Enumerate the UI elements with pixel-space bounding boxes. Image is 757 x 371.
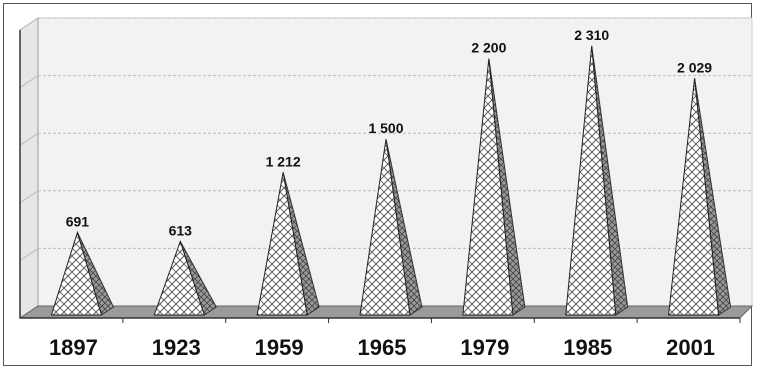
data-label: 2 200: [471, 40, 506, 56]
cone: [462, 58, 514, 316]
x-tick-label: 1979: [460, 335, 509, 360]
data-label: 613: [169, 222, 193, 238]
cone: [256, 172, 308, 316]
data-label: 1 212: [266, 153, 301, 169]
x-tick-label: 1897: [49, 335, 98, 360]
x-tick-label: 2001: [666, 335, 715, 360]
gridline-side: [19, 17, 39, 31]
x-tick-label: 1985: [563, 335, 612, 360]
data-label: 2 310: [574, 27, 609, 43]
data-label: 691: [66, 213, 90, 229]
cone: [565, 45, 617, 316]
cone: [668, 78, 720, 316]
gridline-side: [19, 132, 39, 146]
gridline-side: [19, 247, 39, 261]
side-wall: [19, 17, 39, 319]
cone: [359, 139, 411, 316]
data-label: 2 029: [677, 59, 712, 75]
cone: [50, 230, 103, 316]
x-tick-label: 1965: [358, 335, 407, 360]
cone: [153, 239, 205, 316]
x-tick-label: 1923: [152, 335, 201, 360]
x-tick-label: 1959: [255, 335, 304, 360]
gridline-side: [19, 75, 39, 89]
gridline-side: [19, 190, 39, 204]
data-label: 1 500: [368, 120, 403, 136]
data-marks: 691 1897 613 1923 1 212 1959 1 500 1965 2 200 197…: [49, 27, 741, 360]
